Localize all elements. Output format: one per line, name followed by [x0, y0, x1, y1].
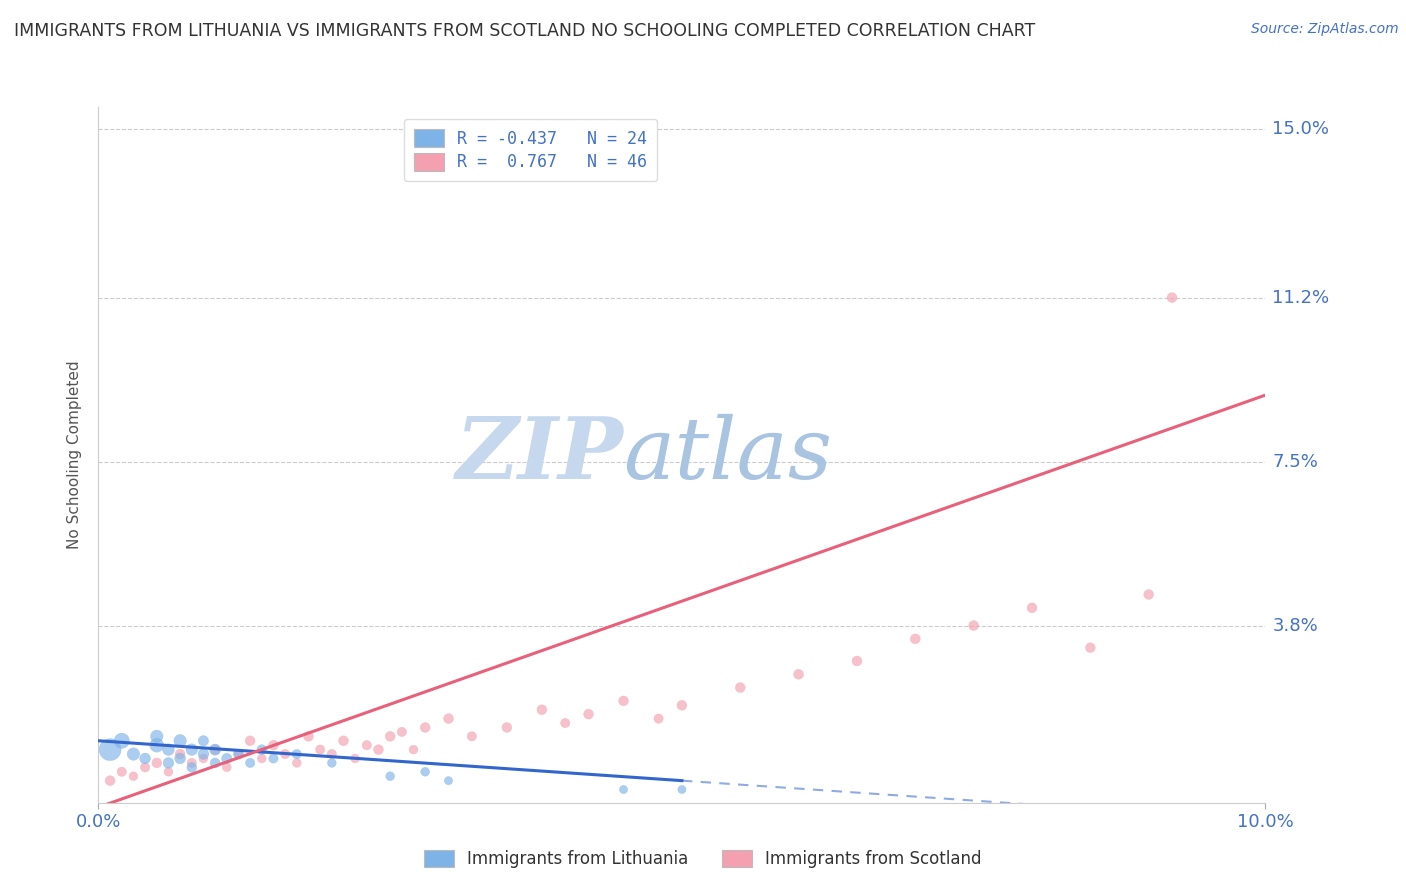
Point	[122, 747, 145, 761]
Point	[671, 698, 693, 713]
Point	[193, 747, 215, 761]
Point	[321, 747, 343, 761]
Point	[193, 751, 215, 765]
Point	[169, 747, 191, 761]
Point	[180, 760, 202, 774]
Point	[413, 764, 436, 779]
Point	[309, 742, 332, 756]
Point	[378, 769, 402, 783]
Point	[204, 742, 226, 756]
Point	[239, 756, 262, 770]
Legend: R = -0.437   N = 24, R =  0.767   N = 46: R = -0.437 N = 24, R = 0.767 N = 46	[404, 119, 657, 181]
Text: 11.2%: 11.2%	[1272, 289, 1330, 307]
Text: 15.0%: 15.0%	[1272, 120, 1330, 138]
Point	[413, 721, 436, 735]
Point	[612, 694, 634, 708]
Point	[1161, 291, 1184, 305]
Point	[215, 760, 238, 774]
Point	[845, 654, 868, 668]
Point	[250, 742, 273, 756]
Point	[728, 681, 751, 695]
Point	[285, 756, 308, 770]
Point	[146, 756, 169, 770]
Legend: Immigrants from Lithuania, Immigrants from Scotland: Immigrants from Lithuania, Immigrants fr…	[418, 843, 988, 875]
Text: IMMIGRANTS FROM LITHUANIA VS IMMIGRANTS FROM SCOTLAND NO SCHOOLING COMPLETED COR: IMMIGRANTS FROM LITHUANIA VS IMMIGRANTS …	[14, 22, 1035, 40]
Text: Source: ZipAtlas.com: Source: ZipAtlas.com	[1251, 22, 1399, 37]
Point	[402, 742, 425, 756]
Point	[169, 751, 191, 765]
Point	[647, 712, 669, 726]
Point	[391, 725, 413, 739]
Point	[262, 738, 284, 752]
Point	[461, 729, 484, 743]
Point	[344, 751, 367, 765]
Point	[180, 742, 202, 756]
Point	[134, 760, 156, 774]
Point	[530, 703, 553, 717]
Point	[495, 721, 517, 735]
Point	[612, 782, 634, 797]
Point	[111, 733, 134, 747]
Point	[904, 632, 927, 646]
Point	[157, 764, 180, 779]
Point	[274, 747, 297, 761]
Point	[215, 751, 238, 765]
Point	[157, 742, 180, 756]
Text: atlas: atlas	[623, 414, 832, 496]
Point	[437, 712, 460, 726]
Point	[671, 782, 693, 797]
Point	[554, 716, 576, 731]
Point	[367, 742, 389, 756]
Y-axis label: No Schooling Completed: No Schooling Completed	[67, 360, 83, 549]
Text: ZIP: ZIP	[456, 413, 623, 497]
Point	[146, 729, 169, 743]
Point	[98, 773, 121, 788]
Point	[1137, 587, 1160, 601]
Point	[204, 742, 226, 756]
Point	[146, 738, 169, 752]
Point	[1021, 600, 1043, 615]
Point	[228, 747, 250, 761]
Point	[321, 756, 343, 770]
Point	[180, 756, 202, 770]
Point	[122, 769, 145, 783]
Point	[134, 751, 156, 765]
Point	[157, 756, 180, 770]
Point	[1080, 640, 1102, 655]
Point	[228, 747, 250, 761]
Point	[239, 733, 262, 747]
Point	[437, 773, 460, 788]
Point	[193, 733, 215, 747]
Point	[297, 729, 319, 743]
Point	[356, 738, 378, 752]
Point	[111, 764, 134, 779]
Point	[332, 733, 354, 747]
Point	[285, 747, 308, 761]
Text: 3.8%: 3.8%	[1272, 616, 1319, 634]
Point	[169, 733, 191, 747]
Point	[787, 667, 810, 681]
Point	[962, 618, 984, 632]
Point	[262, 751, 284, 765]
Text: 7.5%: 7.5%	[1272, 452, 1319, 471]
Point	[98, 742, 121, 756]
Point	[204, 756, 226, 770]
Point	[578, 707, 600, 722]
Point	[378, 729, 402, 743]
Point	[250, 751, 273, 765]
